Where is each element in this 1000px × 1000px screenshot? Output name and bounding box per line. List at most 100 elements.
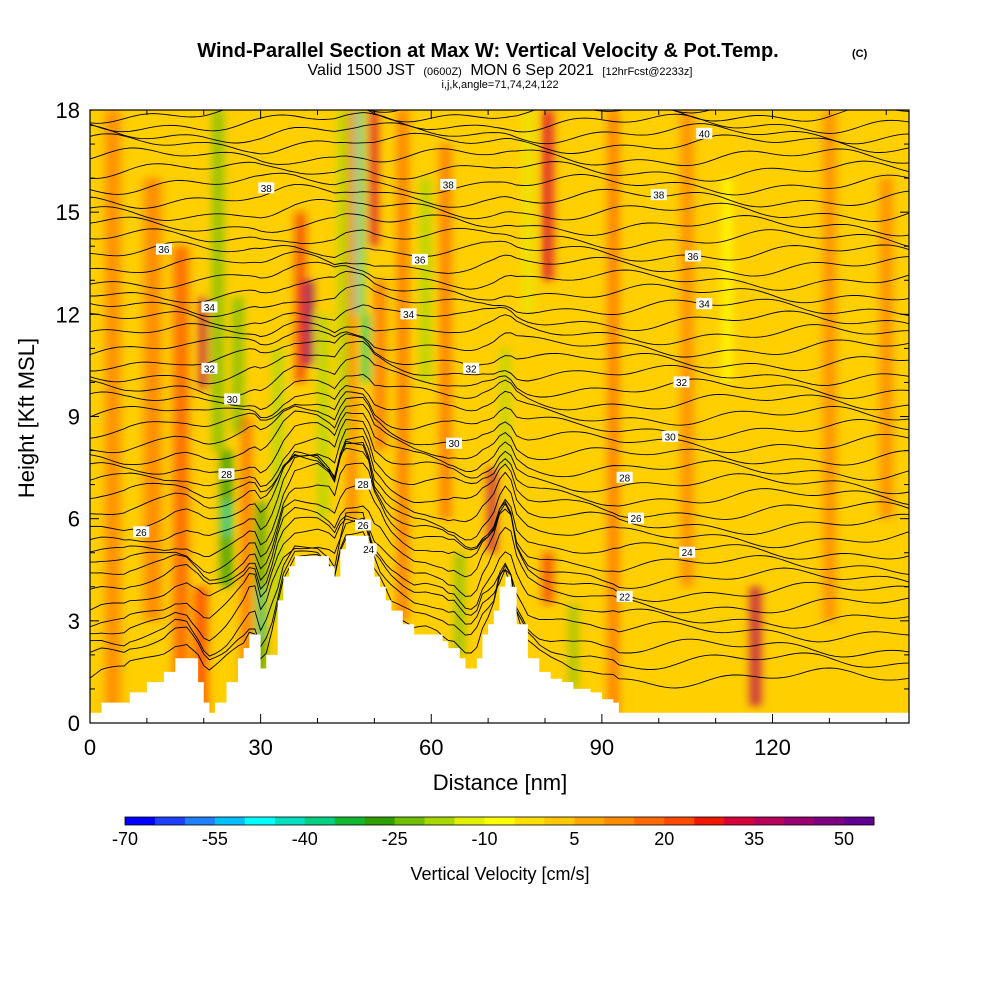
velocity-streak	[751, 586, 760, 706]
contour-label: 30	[662, 430, 679, 443]
chart-title: Wind-Parallel Section at Max W: Vertical…	[197, 40, 778, 62]
x-tick-label: 120	[754, 735, 791, 760]
colorbar-swatch	[484, 817, 515, 825]
isentrope-line	[90, 391, 909, 441]
colorbar-swatch	[844, 817, 875, 825]
velocity-streak	[233, 297, 243, 434]
contour-label-text: 32	[676, 378, 688, 389]
colorbar-tick-label: -55	[202, 829, 228, 849]
colorbar-label: Vertical Velocity [cm/s]	[410, 864, 589, 884]
velocity-streak	[488, 467, 496, 553]
y-tick-label: 6	[68, 507, 80, 532]
velocity-streak	[421, 178, 430, 383]
valid-time: Valid 1500 JST	[308, 62, 416, 79]
copyright-mark: (C)	[852, 48, 868, 60]
contour-label: 28	[218, 468, 235, 481]
potential-temperature-contours	[90, 110, 909, 689]
contour-label: 30	[224, 393, 241, 406]
contour-label-box	[201, 362, 218, 374]
contour-label: 36	[684, 250, 701, 263]
contour-label-box	[224, 393, 241, 405]
x-axis-label: Distance [nm]	[433, 770, 568, 795]
valid-date: MON 6 Sep 2021	[470, 62, 594, 79]
contour-label-box	[411, 253, 428, 265]
plot-area: 22 24 24 26 26 26 28 28 28 30 30 30 32 32 32 34 34 34 36 36…	[90, 110, 909, 723]
colorbar-swatch	[754, 817, 785, 825]
isentrope-line	[90, 122, 909, 145]
colorbar-swatch	[154, 817, 186, 825]
contour-label-box	[155, 243, 172, 255]
colorbar-tick-label: 20	[654, 829, 674, 849]
y-tick-label: 15	[56, 200, 80, 225]
contour-label-box	[463, 362, 480, 374]
colorbar-swatch	[634, 817, 665, 825]
contour-label-box	[133, 526, 150, 538]
y-tick-label: 18	[56, 98, 80, 123]
velocity-streak	[501, 348, 509, 468]
isentrope-line	[90, 397, 909, 454]
contour-label: 38	[258, 182, 275, 195]
x-tick-label: 60	[419, 735, 443, 760]
isentrope-line	[90, 227, 909, 250]
colorbar-tick-label: -70	[112, 829, 138, 849]
contour-label-box	[446, 437, 462, 449]
contour-label-box	[673, 376, 690, 388]
isentrope-line	[90, 428, 909, 507]
contour-label-box	[201, 301, 218, 313]
isentrope-line	[90, 418, 909, 495]
isentrope-line	[90, 261, 909, 291]
contour-label-text: 34	[403, 310, 415, 321]
colorbar-swatch	[304, 817, 336, 825]
contour-label-text: 26	[136, 528, 148, 539]
contour-label-text: 40	[699, 129, 711, 140]
contour-label-text: 36	[414, 255, 426, 266]
isentrope-line	[90, 341, 909, 386]
contour-label-text: 26	[357, 521, 369, 532]
velocity-streak	[398, 110, 408, 621]
colorbar: -70 -55 -40 -25 -10 5 20 35 50	[112, 816, 875, 849]
colorbar-swatch	[125, 817, 156, 825]
isentrope-line	[90, 435, 909, 520]
contour-label-text: 24	[363, 545, 375, 556]
contour-label: 24	[679, 546, 696, 559]
contour-label: 26	[133, 526, 150, 539]
velocity-streak	[144, 178, 162, 621]
velocity-streak	[456, 552, 464, 655]
contour-label-text: 22	[619, 592, 631, 603]
contour-label-box	[258, 182, 275, 194]
y-axis-label: Height [Kft MSL]	[14, 338, 39, 498]
velocity-streak	[375, 280, 385, 451]
velocity-streak	[297, 212, 304, 383]
contour-label-box	[616, 590, 633, 602]
isentrope-line	[90, 240, 909, 262]
y-tick-label: 9	[68, 405, 80, 430]
contour-label: 34	[696, 298, 713, 311]
isentrope-line	[90, 537, 909, 689]
grid-index-info: i,j,k,angle=71,74,24,122	[441, 79, 558, 91]
isentrope-line	[90, 147, 909, 167]
contour-label-box	[355, 478, 371, 490]
isentrope-line	[90, 132, 909, 155]
contour-label-box	[662, 430, 679, 442]
contour-label: 26	[628, 512, 644, 525]
contour-label-text: 26	[630, 514, 642, 525]
velocity-streak	[349, 110, 355, 519]
contour-label-box	[616, 471, 633, 483]
contour-label-text: 24	[682, 548, 694, 559]
contour-label: 38	[650, 189, 667, 202]
velocity-streak	[681, 110, 693, 587]
colorbar-swatch	[334, 817, 366, 825]
colorbar-tick-label: 50	[834, 829, 854, 849]
contour-label-box	[650, 189, 667, 201]
velocity-streak	[524, 110, 532, 315]
x-axis: 0 30 60 90 120	[84, 110, 887, 760]
x-tick-label: 90	[590, 735, 614, 760]
isentrope-line	[90, 518, 909, 629]
colorbar-swatch	[604, 817, 635, 825]
contour-label-box	[679, 546, 696, 558]
velocity-streak	[223, 501, 230, 536]
isentrope-line	[90, 198, 909, 222]
isentrope-line	[90, 517, 909, 658]
contour-label-text: 32	[466, 364, 478, 375]
